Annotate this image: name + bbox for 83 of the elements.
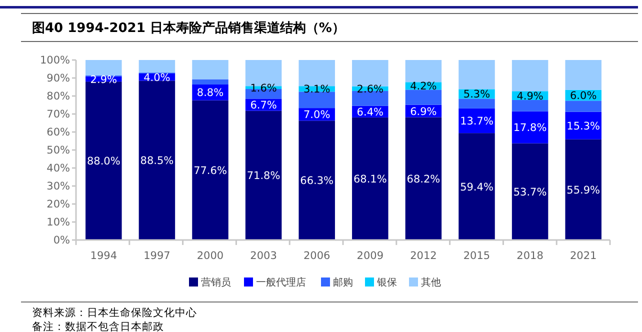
data-label: 6.9% (410, 106, 437, 118)
data-label: 77.6% (194, 164, 227, 177)
bar (245, 110, 282, 240)
data-label: 66.3% (300, 175, 334, 188)
data-label: 68.2% (406, 173, 440, 186)
y-tick-label: 0% (53, 234, 70, 247)
bar (565, 112, 602, 140)
x-tick-label: 2015 (463, 250, 490, 262)
bar (458, 133, 495, 240)
data-label: 68.1% (353, 173, 387, 186)
data-label: 4.2% (410, 80, 437, 93)
y-tick-label: 90% (46, 72, 70, 85)
bar (192, 60, 228, 80)
legend-label: 其他 (421, 276, 441, 288)
text: 备注：数据不包含日本邮政 (32, 320, 164, 332)
data-label: 59.4% (460, 181, 494, 194)
data-label: 8.8% (196, 87, 224, 100)
data-label: 6.7% (250, 100, 277, 112)
bar (192, 79, 228, 84)
y-tick-label: 70% (46, 108, 70, 121)
data-label: 88.5% (140, 155, 174, 168)
data-label: 4.0% (144, 72, 170, 84)
data-label: 15.3% (566, 120, 600, 132)
bar (86, 82, 122, 240)
bar (405, 90, 442, 105)
bar (192, 100, 228, 240)
bar (512, 100, 548, 112)
bar (458, 98, 495, 108)
y-tick-label: 30% (46, 180, 70, 193)
bar (565, 139, 602, 240)
data-label: 13.7% (460, 116, 494, 128)
data-label: 53.7% (513, 186, 547, 198)
bar (512, 111, 548, 144)
x-tick-label: 2009 (356, 250, 384, 262)
bar (86, 60, 122, 76)
y-tick-label: 20% (46, 198, 70, 211)
bar (512, 143, 548, 240)
data-label: 2.9% (90, 74, 118, 86)
data-label: 17.8% (513, 122, 547, 134)
y-tick-label: 80% (46, 90, 70, 103)
x-tick-label: 1997 (144, 250, 170, 262)
data-label: 55.9% (566, 184, 600, 196)
y-tick-label: 10% (46, 216, 70, 229)
data-label: 2.6% (356, 83, 384, 96)
legend-label: 营销员 (201, 276, 231, 288)
bar (298, 60, 335, 86)
legend-label: 银保 (376, 278, 397, 288)
text: 资料来源：日本生命保险文化中心 (32, 306, 197, 319)
bar (565, 60, 602, 90)
x-tick-label: 2012 (410, 250, 437, 262)
data-label: 1.6% (250, 82, 277, 94)
bar (298, 120, 335, 240)
bar (565, 100, 602, 112)
bar (405, 60, 442, 82)
bar (405, 117, 442, 240)
data-label: 71.8% (246, 170, 280, 182)
legend-label: 邮购 (333, 276, 353, 288)
data-label: 6.0% (570, 90, 597, 102)
x-tick-label: 2000 (196, 250, 224, 262)
bar (352, 117, 388, 240)
x-tick-label: 1994 (90, 250, 118, 262)
y-tick-label: 100% (40, 54, 70, 67)
y-tick-label: 50% (46, 144, 70, 157)
data-label: 3.1% (304, 84, 330, 96)
bar (352, 60, 388, 86)
data-label: 7.0% (304, 109, 330, 122)
x-tick-label: 2021 (570, 250, 597, 262)
y-tick-label: 40% (46, 162, 70, 175)
bar (298, 92, 335, 108)
bar (458, 60, 495, 90)
chart-title: 图40 1994-2021 日本寿险产品销售渠道结构（%） (32, 20, 345, 36)
bar (138, 60, 176, 73)
x-tick-label: 2006 (303, 250, 331, 262)
bar (512, 60, 548, 92)
data-label: 6.4% (356, 106, 384, 118)
y-tick-label: 60% (46, 126, 70, 139)
data-label: 4.9% (516, 90, 544, 102)
bar (138, 80, 176, 240)
legend-label: 一般代理店 (256, 276, 306, 288)
x-tick-label: 2003 (250, 250, 277, 262)
data-label: 88.0% (86, 156, 120, 168)
x-tick-label: 2018 (516, 250, 544, 262)
data-label: 5.3% (463, 88, 490, 101)
